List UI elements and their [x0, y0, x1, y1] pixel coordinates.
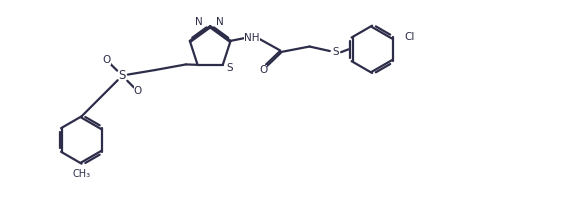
Text: S: S [226, 63, 233, 73]
Text: N: N [195, 16, 203, 27]
Text: O: O [134, 86, 142, 97]
Text: S: S [332, 47, 338, 57]
Text: CH₃: CH₃ [73, 169, 91, 179]
Text: S: S [119, 69, 126, 82]
Text: O: O [102, 55, 111, 65]
Text: NH: NH [244, 33, 260, 43]
Text: N: N [217, 16, 224, 27]
Text: O: O [259, 65, 268, 75]
Text: Cl: Cl [404, 33, 414, 43]
